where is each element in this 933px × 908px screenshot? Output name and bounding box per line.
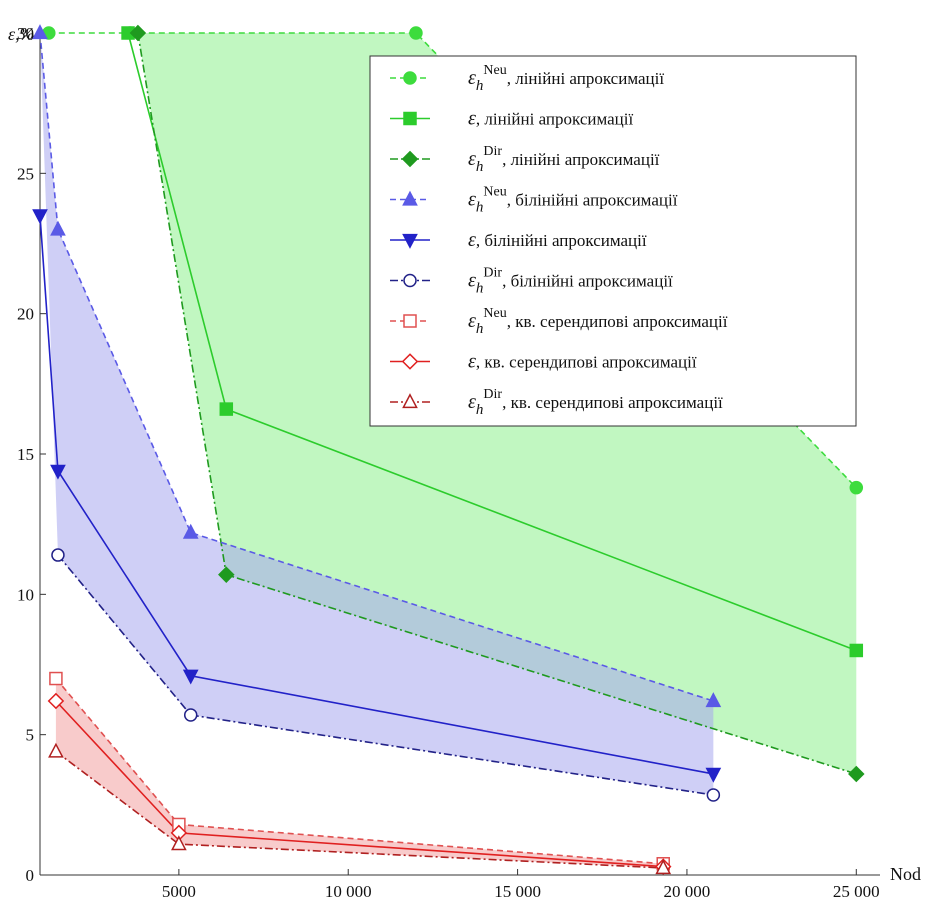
legend-superscript: Neu [483,306,506,321]
y-tick-label: 0 [26,866,35,885]
y-tick-label: 15 [17,445,34,464]
legend-marker [402,393,418,409]
marker [183,708,198,722]
legend-name: , лінійні апроксимації [502,150,660,169]
legend-symbol: ε [468,67,476,89]
legend-subscript: h [476,78,484,94]
legend-subscript: h [476,321,484,337]
legend-label: εhNeu, білінійні апроксимації [468,185,678,216]
y-axis-label: ε,% [8,24,35,44]
legend-marker [401,150,419,168]
legend-symbol: ε [468,391,476,413]
legend-symbol: ε [468,148,476,170]
legend-subscript: h [476,159,484,175]
series-line [39,215,714,775]
marker [50,220,66,236]
series-line [55,750,664,869]
legend-name: , кв. серендипові апроксимації [476,353,697,372]
marker [705,767,722,783]
legend-symbol: ε [468,270,476,292]
legend-symbol: ε [468,189,476,211]
marker [50,464,66,480]
legend-marker [403,273,417,288]
legend-symbol: ε [468,310,476,332]
legend-subscript: h [476,200,484,216]
marker [129,24,147,42]
x-tick-label: 15 000 [494,882,541,901]
x-tick-label: 5000 [162,882,196,901]
legend-label: εhDir, кв. серендипові апроксимації [468,387,723,418]
y-tick-label: 5 [26,726,35,745]
legend-label: εhDir, лінійні апроксимації [468,144,660,175]
marker [409,26,423,40]
marker [705,692,722,708]
legend-superscript: Dir [483,144,502,159]
x-tick-label: 10 000 [325,882,372,901]
legend-marker [401,353,419,370]
marker [182,669,199,685]
legend-label: ε, кв. серендипові апроксимації [468,351,697,373]
legend-label: εhNeu, кв. серендипові апроксимації [468,306,728,337]
y-tick-label: 30 [17,24,34,43]
x-axis-label: Nod [890,864,921,884]
y-tick-label: 20 [17,305,34,324]
legend-superscript: Neu [483,185,506,200]
x-tick-label: 25 000 [833,882,880,901]
legend-label: εhNeu, лінійні апроксимації [468,63,664,94]
marker [182,523,199,539]
legend-marker [403,71,417,85]
x-tick-label: 20 000 [664,882,711,901]
legend-superscript: Dir [483,387,502,402]
legend-label: εhDir, білінійні апроксимації [468,266,673,297]
band [40,33,714,796]
marker [49,671,63,686]
legend-name: , кв. серендипові апроксимації [507,312,728,331]
legend-subscript: h [476,402,484,418]
legend-superscript: Dir [483,266,502,281]
marker [47,692,65,710]
legend-superscript: Neu [483,63,506,78]
legend-symbol: ε [468,229,476,251]
series-line [39,32,714,702]
legend-label: ε, лінійні апроксимації [468,108,633,130]
legend-marker [402,233,418,249]
legend-name: , лінійні апроксимації [476,110,634,129]
y-tick-label: 10 [17,585,34,604]
legend-name: , білінійні апроксимації [476,231,647,250]
legend-name: , білінійні апроксимації [507,191,678,210]
marker [219,402,234,416]
marker [48,742,64,758]
legend-marker [403,314,417,328]
marker [218,566,235,583]
legend-name: , лінійні апроксимації [507,69,665,88]
legend-marker [403,111,417,126]
legend-symbol: ε [468,351,476,373]
legend-symbol: ε [468,108,476,130]
marker [706,788,721,802]
y-tick-label: 25 [17,164,34,183]
marker [171,835,187,851]
series-line [57,554,714,796]
marker [849,643,864,658]
marker [849,480,864,495]
legend-marker [402,190,418,206]
legend-subscript: h [476,281,484,297]
marker [32,24,48,40]
marker [848,765,865,783]
marker [655,859,672,875]
legend-name: , білінійні апроксимації [502,272,673,291]
legend-box [369,55,857,427]
legend-name: , кв. серендипові апроксимації [502,393,723,412]
marker [32,209,48,225]
legend-label: ε, білінійні апроксимації [468,229,647,251]
marker [51,548,65,562]
